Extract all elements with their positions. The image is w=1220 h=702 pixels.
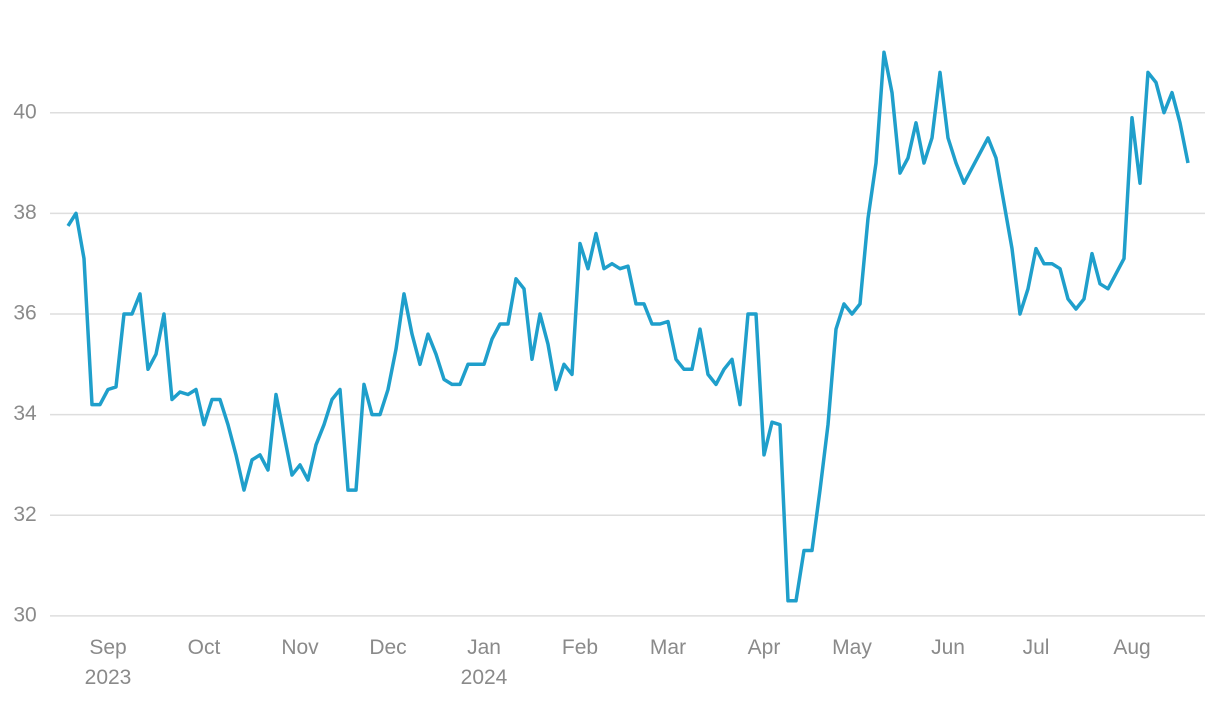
x-tick-label-line: Apr: [748, 636, 781, 659]
x-tick-label: Jun: [931, 636, 965, 659]
x-tick-label-line: Mar: [650, 636, 686, 659]
x-tick-label: Feb: [562, 636, 598, 659]
x-tick-label: Oct: [188, 636, 221, 659]
x-tick-label: Jul: [1023, 636, 1050, 659]
x-tick-label-line: Sep: [89, 636, 126, 659]
x-tick-label-line: 2023: [85, 666, 132, 689]
y-tick-label: 32: [13, 503, 36, 526]
x-tick-label: Jan 2024: [461, 636, 508, 689]
x-tick-label: Dec: [369, 636, 406, 659]
x-tick-label-line: Feb: [562, 636, 598, 659]
x-tick-label-line: May: [832, 636, 872, 659]
x-tick-label-line: Jun: [931, 636, 965, 659]
x-tick-label-line: Dec: [369, 636, 406, 659]
y-tick-label: 36: [13, 302, 36, 325]
x-tick-label: May: [832, 636, 872, 659]
x-tick-label: Aug: [1113, 636, 1150, 659]
x-tick-label-line: Jan: [467, 636, 501, 659]
x-tick-label-line: Oct: [188, 636, 221, 659]
x-tick-label-line: Nov: [281, 636, 319, 659]
x-tick-label: Sep 2023: [85, 636, 132, 689]
y-tick-label: 30: [13, 603, 36, 626]
line-series: [66, 50, 1190, 603]
x-tick-label-line: Aug: [1113, 636, 1150, 659]
x-tick-label: Mar: [650, 636, 686, 659]
x-tick-label-line: 2024: [461, 666, 508, 689]
y-tick-label: 40: [13, 100, 36, 123]
y-tick-label: 34: [13, 402, 37, 425]
x-tick-label: Nov: [281, 636, 319, 659]
x-tick-label: Apr: [748, 636, 781, 659]
y-tick-label: 38: [13, 201, 36, 224]
x-tick-label-line: Jul: [1023, 636, 1050, 659]
